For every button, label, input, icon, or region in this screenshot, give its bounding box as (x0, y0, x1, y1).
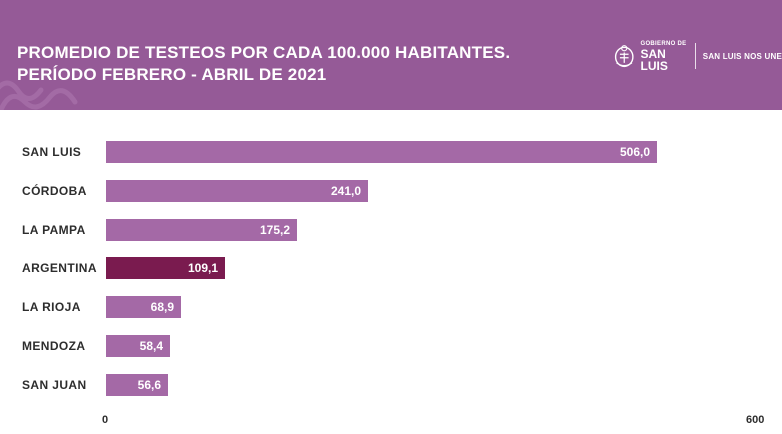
decorative-pattern (0, 80, 78, 110)
gobierno-san-luis-logo: GOBIERNO DE SAN LUIS SAN LUIS NOS UNE (613, 40, 782, 72)
x-tick-label-600: 600 (746, 414, 765, 426)
bar-value-label-la-rioja: 68,9 (150, 300, 174, 314)
category-label-cordoba: CÓRDOBA (22, 184, 87, 198)
category-label-san-luis: SAN LUIS (22, 145, 82, 159)
bar-mendoza: 58,4 (106, 335, 170, 357)
logo-divider (694, 43, 696, 69)
bar-cordoba: 241,0 (106, 180, 368, 202)
bar-argentina: 109,1 (106, 257, 225, 279)
logo-small-text: GOBIERNO DE (640, 40, 687, 47)
header-banner: PROMEDIO DE TESTEOS POR CADA 100.000 HAB… (0, 0, 782, 110)
bar-value-label-la-pampa: 175,2 (259, 223, 290, 237)
bar-value-label-cordoba: 241,0 (330, 184, 361, 198)
x-tick-label-0: 0 (102, 414, 109, 426)
bar-la-rioja: 68,9 (106, 296, 181, 318)
category-label-la-rioja: LA RIOJA (22, 300, 81, 314)
logo-text: GOBIERNO DE SAN LUIS (640, 41, 688, 72)
bar-la-pampa: 175,2 (106, 219, 297, 241)
chart-title-line-1: PROMEDIO DE TESTEOS POR CADA 100.000 HAB… (17, 43, 511, 62)
category-label-san-juan: SAN JUAN (22, 378, 87, 392)
bar-san-juan: 56,6 (106, 374, 168, 396)
chart-title-line-2: PERÍODO FEBRERO - ABRIL DE 2021 (17, 65, 327, 84)
bar-value-label-argentina: 109,1 (187, 261, 218, 275)
category-label-la-pampa: LA PAMPA (22, 223, 86, 237)
bar-value-label-san-juan: 56,6 (137, 378, 161, 392)
bar-value-label-san-luis: 506,0 (619, 145, 650, 159)
logo-big-text: SAN LUIS (640, 46, 668, 73)
bar-value-label-mendoza: 58,4 (139, 339, 163, 353)
logo-motto: SAN LUIS NOS UNE (702, 51, 782, 61)
category-label-mendoza: MENDOZA (22, 339, 86, 353)
category-label-argentina: ARGENTINA (22, 261, 97, 275)
chart-title: PROMEDIO DE TESTEOS POR CADA 100.000 HAB… (17, 42, 510, 86)
provincial-seal-icon (614, 45, 634, 68)
bar-san-luis: 506,0 (106, 141, 657, 163)
